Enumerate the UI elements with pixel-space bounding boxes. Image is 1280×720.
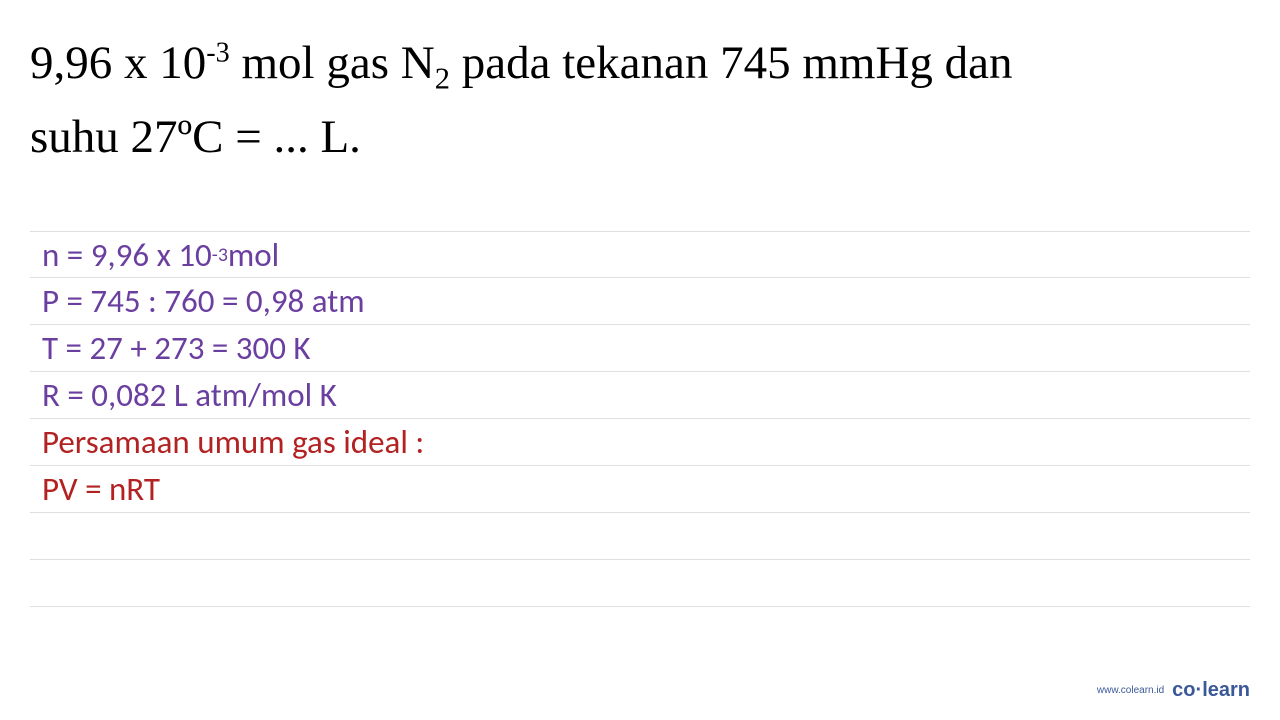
row-equation-label: Persamaan umum gas ideal : (30, 419, 1250, 466)
row-eq-text: PV = nRT (42, 469, 160, 509)
row-equation: PV = nRT (30, 466, 1250, 513)
q1-mid: mol gas N (230, 37, 435, 89)
question-block: 9,96 x 10-3 mol gas N2 pada tekanan 745 … (0, 0, 1280, 173)
q1-post: pada tekanan 745 mmHg dan (450, 37, 1013, 89)
row-n-sup: -3 (212, 243, 228, 267)
row-empty-2 (30, 560, 1250, 607)
row-r-text: R = 0,082 L atm/mol K (42, 375, 337, 415)
q1-sup: -3 (206, 37, 229, 68)
question-line-1: 9,96 x 10-3 mol gas N2 pada tekanan 745 … (30, 28, 1250, 102)
row-p-text: P = 745 : 760 = 0,98 atm (42, 281, 365, 321)
q1-sub: 2 (435, 61, 450, 95)
row-n: n = 9,96 x 10-3 mol (30, 231, 1250, 278)
q1-pre: 9,96 x 10 (30, 37, 206, 89)
row-t-text: T = 27 + 273 = 300 K (42, 328, 311, 368)
logo-pre: co (1172, 679, 1195, 701)
row-empty-1 (30, 513, 1250, 560)
row-n-pre: n = 9,96 x 10 (42, 235, 212, 275)
lined-worksheet: n = 9,96 x 10-3 mol P = 745 : 760 = 0,98… (30, 231, 1250, 607)
footer: www.colearn.id co·learn (1097, 679, 1250, 702)
row-p: P = 745 : 760 = 0,98 atm (30, 278, 1250, 325)
row-t: T = 27 + 273 = 300 K (30, 325, 1250, 372)
logo-post: learn (1202, 679, 1250, 701)
row-eq-label-text: Persamaan umum gas ideal : (42, 422, 424, 462)
row-r: R = 0,082 L atm/mol K (30, 372, 1250, 419)
row-n-post: mol (228, 235, 279, 275)
footer-logo: co·learn (1172, 679, 1250, 702)
question-line-2: suhu 27ºC = ... L. (30, 102, 1250, 173)
footer-url: www.colearn.id (1097, 685, 1164, 696)
